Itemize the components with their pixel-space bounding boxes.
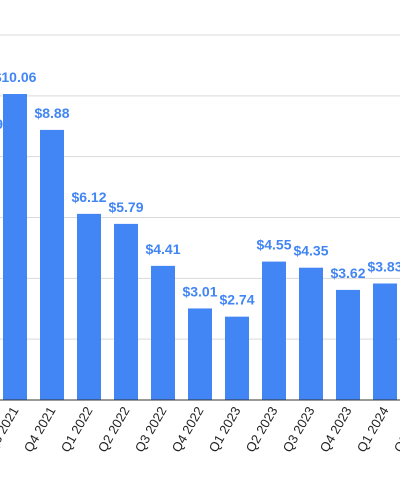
data-label: $3.62 [330, 265, 365, 281]
x-tick-label: Q2 2022 [95, 404, 133, 455]
x-tick-label: Q3 2023 [280, 404, 318, 455]
bar [40, 129, 64, 400]
bar [114, 223, 138, 400]
x-tick-label: Q1 2024 [354, 404, 392, 455]
gridlines [0, 34, 400, 340]
x-tick-label: Q3 2021 [0, 404, 22, 455]
data-label: $4.35 [293, 243, 328, 259]
x-tick-label: Q2 2024 [391, 404, 400, 455]
data-label: $10.06 [0, 69, 37, 85]
x-tick-label: Q1 2022 [58, 404, 96, 455]
bar [225, 316, 249, 400]
bar [151, 265, 175, 400]
data-label: $3.01 [182, 283, 217, 299]
data-label: $3.83 [367, 259, 400, 275]
data-label: $4.41 [145, 241, 180, 257]
data-label: $4.55 [256, 237, 291, 253]
bar [3, 94, 27, 400]
x-axis-tick-labels: Q3 2021 Q4 2021 Q1 2022 Q2 2022 Q3 2022 Q4 20… [0, 404, 400, 455]
data-label: $6.12 [71, 189, 106, 205]
data-label: $5.79 [108, 199, 143, 215]
x-tick-label: Q3 2022 [132, 404, 170, 455]
x-tick-label: Q2 2023 [243, 404, 281, 455]
bar [188, 308, 212, 400]
x-tick-label: Q1 2023 [206, 404, 244, 455]
bar [262, 261, 286, 400]
x-tick-label: Q4 2022 [169, 404, 207, 455]
bar [77, 213, 101, 400]
data-label: $9 [0, 116, 3, 132]
data-label: $2.74 [219, 292, 254, 308]
bars [3, 94, 397, 400]
bar [299, 267, 323, 400]
bar [373, 283, 397, 400]
data-label: $8.88 [34, 105, 69, 121]
x-tick-label: Q4 2023 [317, 404, 355, 455]
x-tick-label: Q4 2021 [21, 404, 59, 455]
bar [336, 289, 360, 400]
data-labels: $10.06 $8.88 $6.12$5.79 $4.41 $3.01$2.74 $4.5… [0, 69, 400, 308]
